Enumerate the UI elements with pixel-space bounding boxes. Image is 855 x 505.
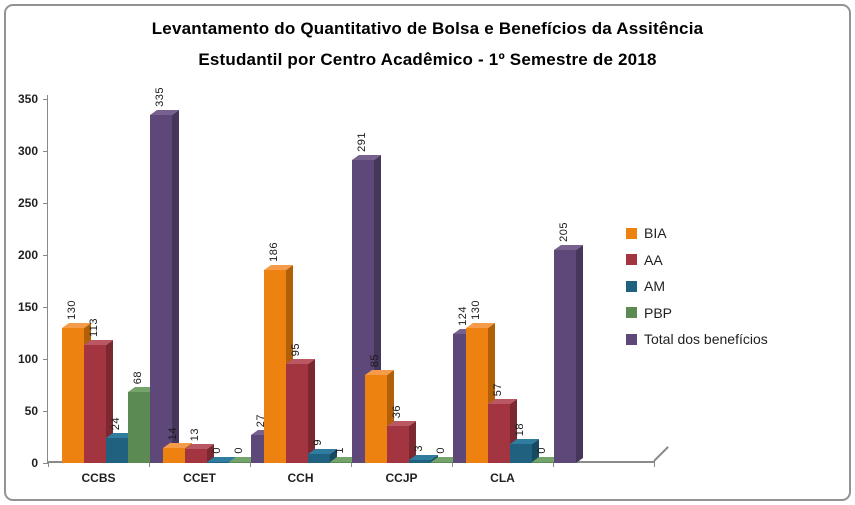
legend-label: BIA — [644, 225, 667, 241]
bar-value-label: 27 — [255, 413, 267, 427]
bar-am-cla — [510, 444, 532, 463]
x-axis-tick — [654, 463, 655, 467]
bar-value-label: 13 — [189, 427, 201, 441]
y-axis-label: 200 — [17, 248, 38, 262]
y-axis-line — [47, 95, 48, 463]
y-axis-label: 50 — [24, 404, 38, 418]
x-axis-tick — [351, 463, 352, 467]
bar-value-label: 9 — [312, 439, 324, 446]
bar-value-label: 0 — [211, 447, 223, 454]
bar-bia-ccet — [163, 448, 185, 463]
x-axis-category-label: CCJP — [385, 471, 418, 485]
x-axis-category-label: CCBS — [81, 471, 116, 485]
bar-aa-ccet — [185, 449, 207, 463]
legend-label: AM — [644, 278, 665, 294]
bar-value-label: 0 — [435, 447, 447, 454]
bar-value-label: 130 — [66, 300, 78, 320]
bar-bia-ccbs — [62, 328, 84, 463]
bar-value-label: 291 — [356, 132, 368, 152]
bar-value-label: 130 — [470, 300, 482, 320]
bar-value-label: 3 — [413, 445, 425, 452]
legend-item-pbp: PBP — [626, 305, 672, 321]
bar-value-label: 14 — [167, 426, 179, 440]
legend-item-total: Total dos benefícios — [626, 331, 768, 347]
y-axis-tick — [43, 358, 48, 360]
bar-value-label: 68 — [132, 370, 144, 384]
x-axis-category-label: CCET — [183, 471, 216, 485]
y-axis-label: 300 — [17, 144, 38, 158]
legend-label: PBP — [644, 304, 673, 321]
legend-color-swatch — [626, 333, 637, 345]
legend-color-swatch — [626, 307, 637, 318]
chart-title: Levantamento do Quantitativo de Bolsa e … — [20, 13, 835, 75]
bar-total-cla — [554, 250, 576, 463]
bar-aa-ccjp — [387, 426, 409, 463]
bar-pbp-ccet — [229, 462, 251, 463]
bar-value-label: 0 — [233, 447, 245, 454]
bar-value-label: 36 — [391, 404, 403, 418]
x-axis-tick — [452, 463, 453, 467]
y-axis-tick — [43, 306, 48, 308]
bar-side-face — [172, 110, 179, 463]
bar-total-ccbs — [150, 115, 172, 463]
bar-pbp-cch — [330, 462, 352, 463]
y-axis-tick — [43, 410, 48, 412]
bar-pbp-cla — [532, 462, 554, 463]
bar-bia-ccjp — [365, 375, 387, 463]
chart-title-line1: Levantamento do Quantitativo de Bolsa e … — [151, 19, 704, 38]
x-axis-tick — [250, 463, 251, 467]
legend-item-bia: BIA — [626, 225, 667, 241]
bar-value-label: 57 — [492, 382, 504, 396]
legend-color-swatch — [626, 280, 637, 292]
legend-label: Total dos benefícios — [644, 331, 768, 347]
bar-value-label: 113 — [88, 317, 100, 337]
bar-value-label: 24 — [110, 416, 122, 430]
y-axis-label: 250 — [17, 196, 38, 210]
bar-value-label: 205 — [558, 222, 570, 242]
bar-pbp-ccjp — [431, 462, 453, 463]
bar-value-label: 18 — [514, 422, 526, 436]
bar-am-cch — [308, 454, 330, 463]
legend-label: AA — [644, 251, 663, 268]
y-axis-label: 150 — [17, 300, 38, 314]
bar-value-label: 95 — [290, 342, 302, 356]
y-axis-label: 0 — [31, 456, 38, 470]
x-axis-tick — [553, 463, 554, 467]
bar-aa-cch — [286, 364, 308, 463]
bar-am-ccbs — [106, 438, 128, 463]
bar-value-label: 335 — [154, 87, 166, 107]
bar-am-ccet — [207, 462, 229, 463]
bar-aa-cla — [488, 404, 510, 463]
bar-value-label: 124 — [457, 306, 469, 326]
bar-am-ccjp — [409, 460, 431, 463]
bar-value-label: 186 — [268, 242, 280, 262]
legend-item-aa: AA — [626, 252, 663, 268]
y-axis-tick — [43, 202, 48, 204]
x-axis-category-label: CLA — [490, 471, 515, 485]
y-axis-tick — [43, 254, 48, 256]
bar-side-face — [308, 359, 315, 463]
chart-title-line2: Estudantil por Centro Acadêmico - 1º Sem… — [198, 50, 657, 69]
bar-value-label: 1 — [334, 447, 346, 454]
y-axis-tick — [43, 98, 48, 100]
y-axis-tick — [43, 462, 48, 464]
bar-bia-cla — [466, 328, 488, 463]
x-axis-tick — [48, 463, 49, 467]
legend-color-swatch — [626, 227, 637, 239]
bar-pbp-ccbs — [128, 392, 150, 463]
x-axis-3d-depth-line — [653, 446, 669, 462]
y-axis-tick — [43, 150, 48, 152]
legend-color-swatch — [626, 254, 637, 265]
x-axis-category-label: CCH — [287, 471, 314, 485]
legend-item-am: AM — [626, 278, 665, 294]
bar-value-label: 0 — [536, 447, 548, 454]
y-axis-label: 100 — [17, 352, 38, 366]
bar-bia-cch — [264, 270, 286, 463]
bar-side-face — [576, 245, 583, 463]
y-axis-label: 350 — [17, 92, 38, 106]
bar-value-label: 85 — [369, 353, 381, 367]
x-axis-tick — [149, 463, 150, 467]
bar-aa-ccbs — [84, 345, 106, 463]
